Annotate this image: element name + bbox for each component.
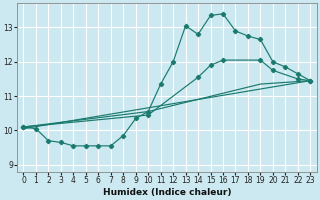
X-axis label: Humidex (Indice chaleur): Humidex (Indice chaleur): [103, 188, 231, 197]
